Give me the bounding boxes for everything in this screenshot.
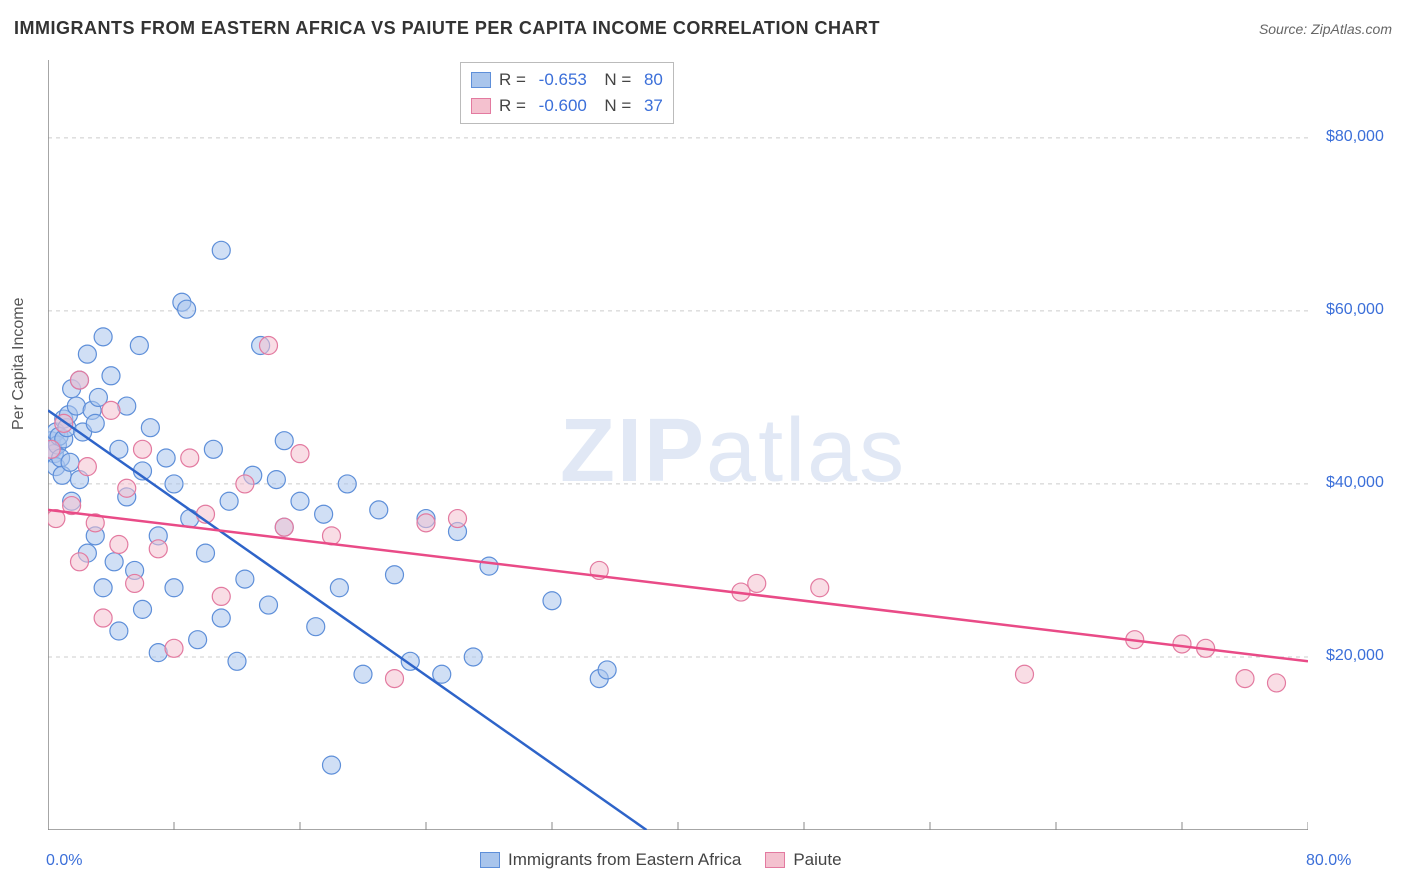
r-value: -0.653 (534, 70, 587, 90)
chart-title: IMMIGRANTS FROM EASTERN AFRICA VS PAIUTE… (14, 18, 880, 39)
legend-swatch (765, 852, 785, 868)
scatter-plot (48, 60, 1308, 830)
correlation-stats-box: R = -0.653 N = 80R = -0.600 N = 37 (460, 62, 674, 124)
stats-row: R = -0.653 N = 80 (471, 67, 663, 93)
y-tick-label: $80,000 (1326, 128, 1384, 146)
legend-label: Paiute (793, 850, 841, 870)
n-label: N = (595, 70, 631, 90)
chart-area (48, 60, 1308, 830)
n-label: N = (595, 96, 631, 116)
r-label: R = (499, 96, 526, 116)
n-value: 37 (639, 96, 663, 116)
n-value: 80 (639, 70, 663, 90)
x-tick-label: 80.0% (1306, 852, 1351, 870)
series-swatch (471, 98, 491, 114)
y-tick-label: $60,000 (1326, 301, 1384, 319)
legend-label: Immigrants from Eastern Africa (508, 850, 741, 870)
y-axis-label: Per Capita Income (10, 297, 28, 430)
chart-header: IMMIGRANTS FROM EASTERN AFRICA VS PAIUTE… (14, 18, 1392, 39)
r-label: R = (499, 70, 526, 90)
stats-row: R = -0.600 N = 37 (471, 93, 663, 119)
y-tick-label: $20,000 (1326, 647, 1384, 665)
r-value: -0.600 (534, 96, 587, 116)
legend-item: Paiute (765, 850, 841, 870)
source-label: Source: ZipAtlas.com (1259, 21, 1392, 37)
legend-swatch (480, 852, 500, 868)
x-tick-label: 0.0% (46, 852, 82, 870)
legend-item: Immigrants from Eastern Africa (480, 850, 741, 870)
series-swatch (471, 72, 491, 88)
y-tick-label: $40,000 (1326, 474, 1384, 492)
chart-legend: Immigrants from Eastern Africa Paiute (480, 850, 842, 870)
